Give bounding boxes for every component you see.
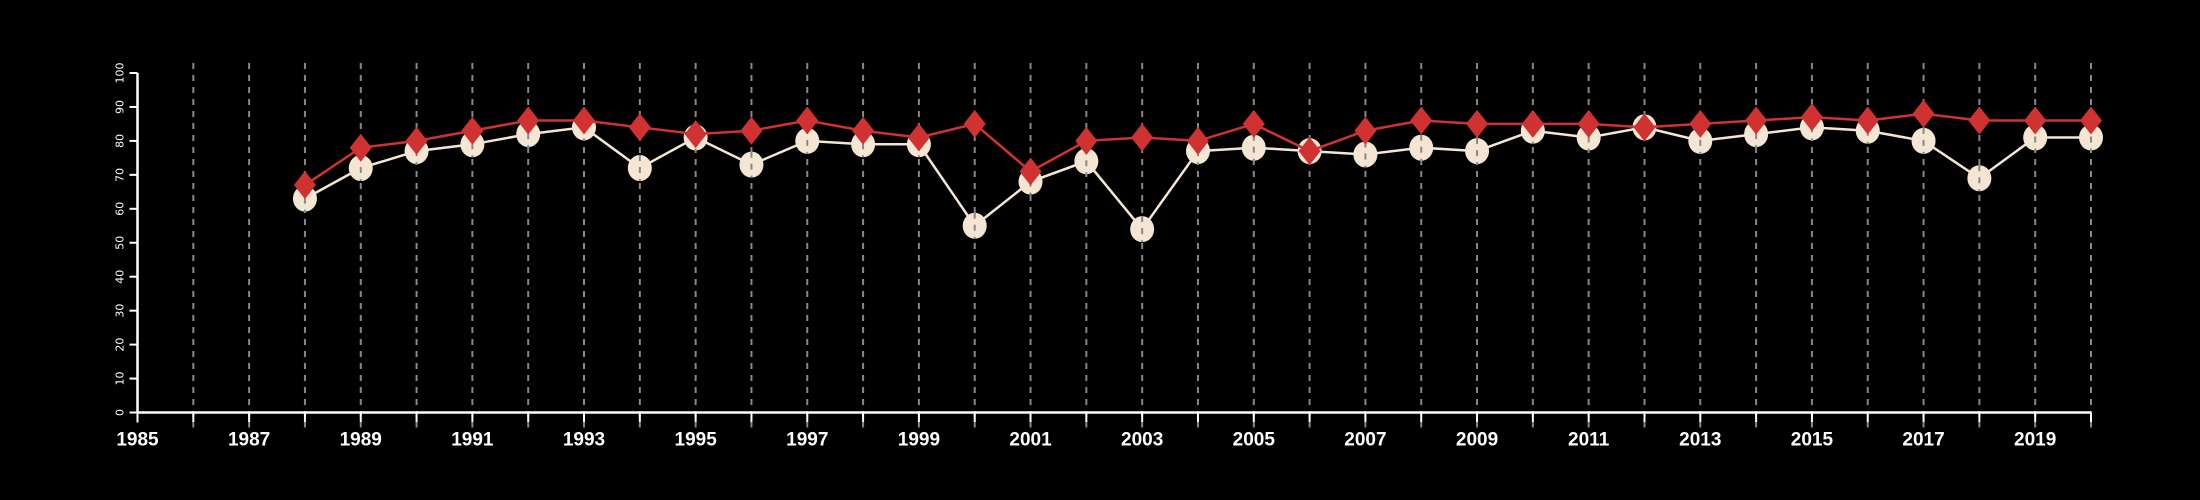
data-point-diamond [628,113,651,142]
y-tick-label: 20 [114,338,127,352]
data-point-diamond [2080,106,2102,135]
data-point-diamond [349,133,372,162]
data-point-diamond [1856,106,1879,135]
data-point-diamond [1131,123,1154,152]
x-tick-label: 2001 [1009,430,1052,451]
y-tick-label: 70 [114,168,127,182]
data-point-diamond [796,106,819,135]
data-point-diamond [1521,109,1544,138]
data-point-diamond [1689,109,1712,138]
data-point-diamond [907,123,930,152]
x-tick-label: 1995 [675,430,718,451]
x-tick-label: 1987 [228,430,270,451]
x-tick-label: 2015 [1791,430,1834,451]
y-tick-label: 0 [114,409,127,416]
data-point-diamond [293,171,316,200]
data-point-diamond [1466,109,1489,138]
y-tick-label: 50 [114,236,127,250]
data-point-diamond [1186,126,1209,155]
x-tick-label: 2007 [1344,430,1386,451]
data-point-diamond [461,116,484,145]
data-point-diamond [1745,106,1768,135]
x-tick-label: 1991 [451,430,494,451]
data-point-diamond [1019,157,1042,186]
data-point-diamond [740,116,763,145]
y-tick-label: 60 [114,202,127,216]
x-tick-label: 1989 [340,430,382,451]
data-point-diamond [573,106,596,135]
axes: 0 10 20 30 40 50 60 70 80 90 100 1985 1987 1989 1991 19… [114,63,2092,451]
data-point-diamond [2024,106,2047,135]
data-point-diamond [1912,99,1935,128]
y-tick-label: 30 [114,304,127,318]
data-point-diamond [684,120,707,149]
data-point-diamond [517,106,540,135]
data-point-diamond [1800,103,1823,132]
data-point-diamond [405,126,428,155]
x-tick-label: 2005 [1233,430,1276,451]
data-point-diamond [1354,116,1377,145]
x-tick-label: 2009 [1456,430,1498,451]
x-tick-label: 1993 [563,430,605,451]
x-tick-label: 1997 [786,430,828,451]
data-point-diamond [1577,109,1600,138]
x-tick-label: 2011 [1568,430,1610,451]
data-point-diamond [1298,137,1321,166]
data-point-diamond [1075,126,1098,155]
x-tick-label: 2019 [2014,430,2056,451]
x-tick-label: 1985 [116,430,159,451]
data-point-diamond [1242,109,1265,138]
y-tick-label: 100 [114,63,127,84]
x-tick-label: 2003 [1121,430,1163,451]
series-layer [292,99,2103,243]
y-tick-label: 40 [114,270,127,284]
data-point-diamond [1968,106,1991,135]
data-point-diamond [963,109,986,138]
x-tick-label: 2017 [1902,430,1944,451]
series-diamonds [293,99,2102,200]
data-point-diamond [1410,106,1433,135]
x-tick-label: 1999 [898,430,940,451]
y-tick-label: 80 [114,134,127,148]
y-tick-label: 10 [114,372,127,386]
data-point-diamond [1633,113,1656,142]
x-tick-label: 2013 [1679,430,1721,451]
y-tick-label: 90 [114,100,127,114]
data-point-diamond [852,116,875,145]
